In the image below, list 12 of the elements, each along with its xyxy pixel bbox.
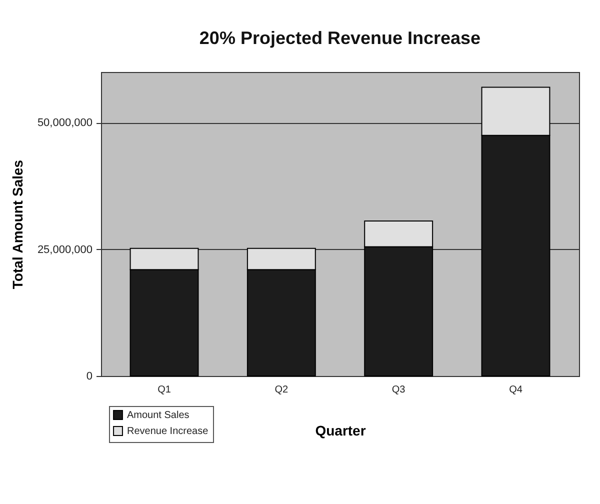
y-tick-label: 25,000,000 bbox=[37, 244, 92, 256]
legend-label: Amount Sales bbox=[127, 410, 190, 421]
x-tick-label: Q1 bbox=[158, 384, 172, 396]
chart-title: 20% Projected Revenue Increase bbox=[199, 28, 481, 48]
y-tick-label: 0 bbox=[86, 370, 92, 382]
x-tick-label: Q4 bbox=[509, 384, 523, 396]
x-tick-label: Q3 bbox=[392, 384, 406, 396]
legend-label: Revenue Increase bbox=[127, 426, 209, 437]
y-axis-title: Total Amount Sales bbox=[9, 160, 26, 290]
x-tick-label: Q2 bbox=[274, 384, 289, 396]
y-tick-label: 50,000,000 bbox=[37, 117, 92, 130]
x-axis-title: Quarter bbox=[315, 422, 366, 438]
